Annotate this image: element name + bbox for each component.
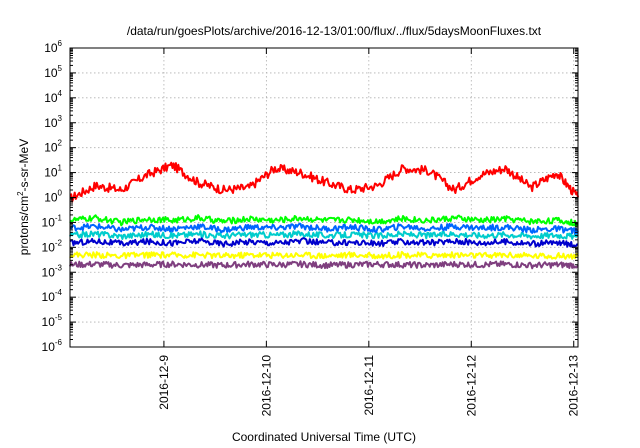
y-axis-label-exponent: 2 <box>16 191 25 196</box>
x-tick-label: 2016-12-10 <box>259 355 273 417</box>
y-axis-label: protons/cm2-s-sr-MeV <box>16 139 31 255</box>
x-tick-label: 2016-12-9 <box>157 355 171 410</box>
series-line-1 <box>69 161 579 203</box>
y-tick-label: 10-4 <box>42 288 63 304</box>
y-tick-label: 10-2 <box>42 238 63 254</box>
chart-title: /data/run/goesPlots/archive/2016-12-13/0… <box>127 24 542 38</box>
y-axis-label-suffix: -s-sr-MeV <box>17 139 31 192</box>
y-axis-label-main: protons/cm <box>17 196 31 255</box>
grid-lines <box>70 48 578 347</box>
x-axis-label: Coordinated Universal Time (UTC) <box>232 430 416 444</box>
series-line-3 <box>69 230 579 240</box>
series-lines <box>69 161 579 270</box>
y-tick-label: 104 <box>44 89 62 105</box>
y-tick-label: 102 <box>44 139 62 155</box>
series-line-4 <box>69 222 579 235</box>
y-tick-label: 10-1 <box>42 213 63 229</box>
x-tick-label: 2016-12-11 <box>362 355 376 416</box>
x-axis-ticks: 2016-12-9 2016-12-10 2016-12-11 2016-12-12 2… <box>157 48 581 416</box>
y-axis-ticks: 10-6 10-5 10-4 10-3 10-2 10-1 100 101 102 103 104 1… <box>42 39 578 354</box>
y-tick-label: 10-3 <box>42 263 63 279</box>
y-tick-label: 106 <box>44 39 62 55</box>
series-line-5 <box>69 237 579 248</box>
y-tick-label: 105 <box>44 64 62 80</box>
x-tick-label: 2016-12-12 <box>464 355 478 417</box>
series-line-2 <box>69 214 579 228</box>
y-tick-label: 10-5 <box>42 313 63 329</box>
x-tick-label: 2016-12-13 <box>567 355 581 417</box>
y-tick-label: 10-6 <box>42 338 63 354</box>
series-line-6 <box>69 250 579 260</box>
y-tick-label: 101 <box>44 164 62 180</box>
y-tick-label: 100 <box>44 189 62 205</box>
series-line-7 <box>69 260 579 270</box>
y-tick-label: 103 <box>44 114 62 130</box>
